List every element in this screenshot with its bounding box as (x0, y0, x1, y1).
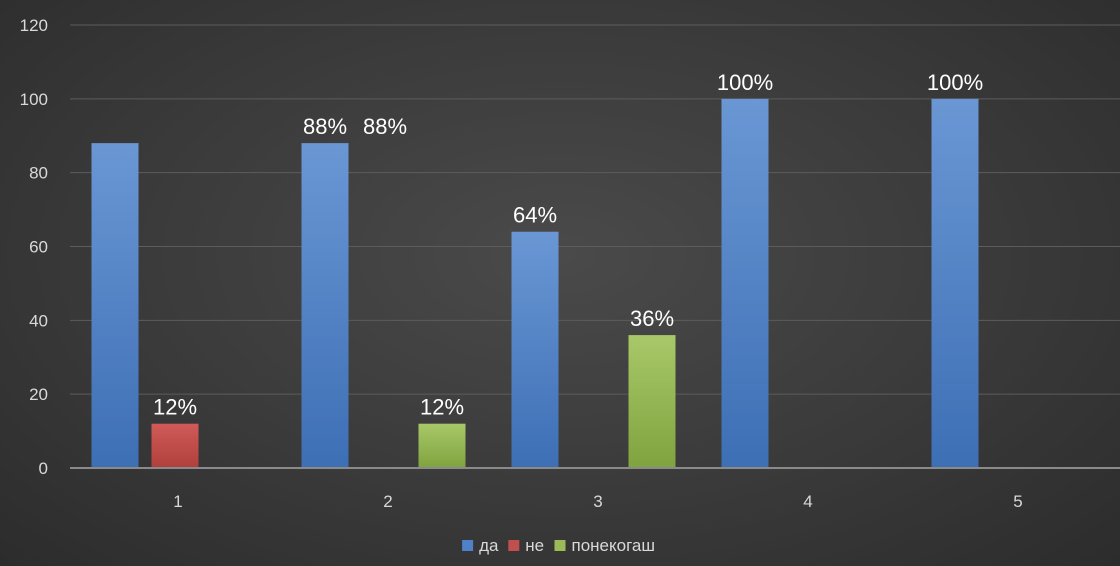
bar-ne (151, 423, 199, 468)
data-label: 36% (630, 306, 674, 331)
bars (91, 98, 979, 468)
axes: 0 20 40 60 80 100 120 1 2 3 4 5 (20, 16, 1120, 511)
data-label: 88% (363, 114, 407, 139)
x-tick-label: 3 (593, 492, 602, 511)
legend-swatch (554, 540, 566, 551)
data-label: 100% (717, 70, 773, 95)
x-tick-label: 2 (383, 492, 392, 511)
legend-swatch (508, 540, 520, 551)
y-tick-label: 120 (20, 16, 48, 35)
x-tick-label: 5 (1013, 492, 1022, 511)
y-tick-label: 0 (39, 459, 48, 478)
bar-da (511, 231, 559, 468)
y-tick-label: 20 (29, 385, 48, 404)
bar-da (301, 143, 349, 468)
data-label: 100% (927, 70, 983, 95)
legend-label: да (479, 536, 499, 555)
x-tick-label: 1 (173, 492, 182, 511)
y-tick-label: 80 (29, 164, 48, 183)
legend-label: не (525, 536, 544, 555)
data-label: 12% (420, 395, 464, 420)
bar-ponekogash (628, 335, 676, 468)
bar-da (91, 143, 139, 468)
y-tick-label: 40 (29, 311, 48, 330)
data-labels: 12% 88% 88% 12% 64% 36% 100% 100% (153, 70, 983, 420)
legend: да не понекогаш (462, 536, 655, 555)
data-label: 64% (513, 203, 557, 228)
legend-swatch (462, 540, 474, 551)
data-label: 12% (153, 395, 197, 420)
bar-da (931, 98, 979, 468)
bar-ponekogash (418, 423, 466, 468)
bar-da (721, 98, 769, 468)
data-label: 88% (303, 114, 347, 139)
legend-label: понекогаш (572, 536, 656, 555)
y-tick-label: 100 (20, 90, 48, 109)
y-tick-label: 60 (29, 238, 48, 257)
x-tick-label: 4 (803, 492, 812, 511)
